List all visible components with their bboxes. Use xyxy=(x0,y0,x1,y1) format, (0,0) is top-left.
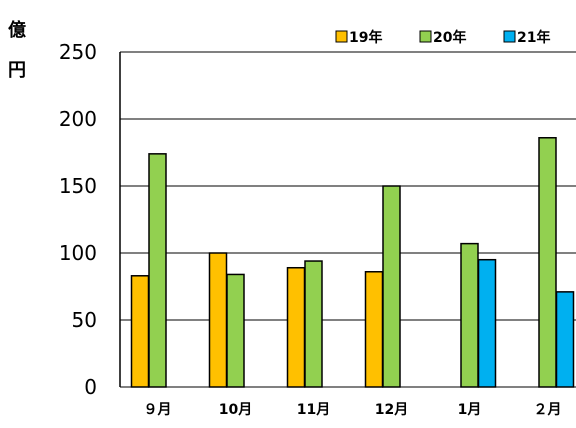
y-tick-label: 200 xyxy=(59,107,97,131)
y-tick-label: 100 xyxy=(59,241,97,265)
gridlines xyxy=(120,51,576,388)
bar xyxy=(286,266,306,388)
x-tick-label: 11月 xyxy=(297,402,330,418)
bar xyxy=(304,260,323,388)
legend-swatch xyxy=(335,30,348,43)
bar xyxy=(538,137,557,388)
bar xyxy=(148,153,167,388)
legend-swatch xyxy=(503,30,516,43)
bar xyxy=(477,258,497,388)
legend: 19年 20年 21年 xyxy=(335,29,550,46)
x-tick-label: 10月 xyxy=(219,402,252,418)
y-tick-label: 50 xyxy=(72,308,97,332)
bar xyxy=(555,291,575,388)
legend-swatch xyxy=(419,30,432,43)
legend-label: 19年 xyxy=(349,29,382,46)
bar xyxy=(460,242,479,388)
x-tick-label: ２月 xyxy=(534,402,562,418)
bars xyxy=(130,137,575,388)
x-tick-label: 12月 xyxy=(375,402,408,418)
x-axis-labels: ９月 10月 11月 12月 1月 ２月 xyxy=(144,402,562,418)
bar xyxy=(226,273,245,388)
y-unit-label-1: 億 xyxy=(8,19,26,41)
bar xyxy=(364,271,384,388)
legend-label: 20年 xyxy=(433,29,466,46)
y-unit-label-2: 円 xyxy=(8,60,26,81)
bar xyxy=(208,252,228,388)
x-tick-label: ９月 xyxy=(144,402,172,418)
bar xyxy=(382,185,401,388)
x-tick-label: 1月 xyxy=(458,402,482,418)
y-tick-label: 150 xyxy=(59,174,97,198)
bar xyxy=(130,275,150,388)
y-axis-ticks: 0 50 100 150 200 250 xyxy=(59,40,97,399)
y-tick-label: 250 xyxy=(59,40,97,64)
y-tick-label: 0 xyxy=(84,375,97,399)
legend-label: 21年 xyxy=(517,29,550,46)
